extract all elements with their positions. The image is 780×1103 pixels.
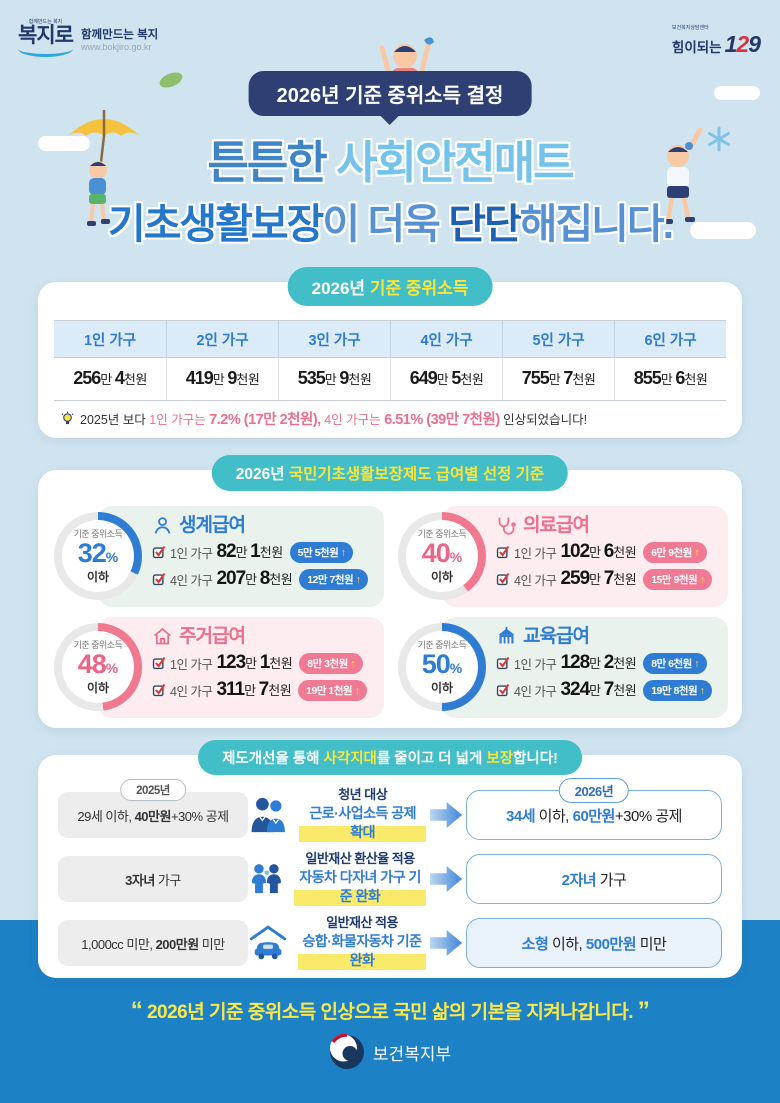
- before-box: 1,000cc 미만, 200만원 미만: [58, 920, 248, 966]
- percent-donut: 기준 중위소득 32% 이하: [54, 512, 142, 600]
- percent-donut: 기준 중위소득 48% 이하: [54, 623, 142, 711]
- improvements-heading: 제도개선을 통해 사각지대를 줄이고 더 넓게 보장합니다!: [198, 740, 582, 775]
- people-icon: [251, 797, 285, 833]
- close-quote-icon: ”: [637, 997, 650, 1024]
- call-center-129-logo: 보건복지상담센터 힘이되는 129: [671, 24, 761, 58]
- call-center-small-label: 보건복지상담센터: [671, 25, 709, 31]
- percent-donut: 기준 중위소득 50% 이하: [398, 623, 486, 711]
- table-header-cell: 1인 가구: [54, 321, 166, 357]
- checkbox-icon: [496, 683, 510, 697]
- increase-note: 2025년 보다 1인 가구는 7.2% (17만 2천원), 4인 가구는 6…: [60, 408, 587, 429]
- checkbox-icon: [152, 656, 166, 670]
- checkbox-icon: [152, 683, 166, 697]
- before-box: 3자녀 가구: [58, 856, 248, 902]
- table-value-cell: 755만 7천원: [502, 357, 614, 400]
- table-value-cell: 855만 6천원: [614, 357, 726, 400]
- increase-badge: 19만 1천원 ↑: [298, 679, 368, 701]
- bokjiro-tagline: 함께만드는 복지: [80, 29, 159, 41]
- benefit-card-education: 기준 중위소득 50% 이하 교육급여 1인 가구 128만 2천원 8만 6천: [396, 617, 728, 718]
- improvement-row: 2025년 29세 이하, 40만원+30% 공제 청년 대상 근로·사업소득 …: [58, 778, 722, 842]
- lightbulb-icon: [61, 411, 74, 425]
- open-quote-icon: “: [130, 997, 143, 1024]
- benefit-card-medical: 기준 중위소득 40% 이하 의료급여 1인 가구 102만 6천원 6만 9천: [396, 506, 728, 607]
- checkbox-icon: [496, 572, 510, 586]
- main-title-line2: 기초생활보장이 더욱 단단해집니다.: [107, 201, 674, 247]
- leaf-icon: [159, 72, 183, 88]
- right-arrow-icon: [430, 930, 462, 956]
- table-value-cell: 649만 5천원: [390, 357, 502, 400]
- jumping-character-illustration: [663, 127, 703, 224]
- ministry-logo: 보건복지부: [0, 1034, 780, 1070]
- table-value-cell: 256만 4천원: [54, 357, 166, 400]
- after-year-tab: 2026년: [558, 778, 630, 803]
- sparkle-icon: [708, 126, 730, 152]
- table-header-cell: 3인 가구: [278, 321, 390, 357]
- median-income-table: 1인 가구 2인 가구 3인 가구 4인 가구 5인 가구 6인 가구 256만…: [54, 320, 726, 401]
- after-box: 2자녀 가구: [466, 854, 722, 904]
- cloud-shape: [38, 136, 90, 151]
- cloud-shape: [714, 86, 760, 100]
- table-value-cell: 535만 9천원: [278, 357, 390, 400]
- table-header-cell: 2인 가구: [166, 321, 278, 357]
- increase-badge: 8만 3천원 ↑: [299, 652, 363, 674]
- footer-quote: “ 2026년 기준 중위소득 인상으로 국민 삶의 기본을 지켜나갑니다. ”: [130, 997, 650, 1024]
- median-income-heading: 2026년 기준 중위소득: [287, 267, 493, 306]
- right-arrow-icon: [430, 802, 462, 828]
- benefit-card-livelihood: 기준 중위소득 32% 이하 생계급여 1인 가구 82만 1천원 5만 5천원: [52, 506, 384, 607]
- checkbox-icon: [496, 545, 510, 559]
- cloud-shape: [690, 222, 756, 239]
- increase-badge: 8만 6천원 ↑: [643, 652, 707, 674]
- checkbox-icon: [496, 656, 510, 670]
- benefit-card-housing: 기준 중위소득 48% 이하 주거급여 1인 가구 123만 1천원 8만 3천: [52, 617, 384, 718]
- bokjiro-url: www.bokjiro.go.kr: [80, 42, 152, 52]
- checkbox-icon: [152, 545, 166, 559]
- improvements-panel: 제도개선을 통해 사각지대를 줄이고 더 넓게 보장합니다! 2025년 29세…: [38, 740, 742, 978]
- increase-badge: 15만 9천원 ↑: [643, 568, 713, 590]
- children-icon: [251, 864, 281, 894]
- smile-arc-icon: [18, 47, 73, 57]
- car-icon: [249, 925, 287, 960]
- table-header-cell: 5인 가구: [502, 321, 614, 357]
- table-header-cell: 4인 가구: [390, 321, 502, 357]
- stethoscope-icon: [498, 517, 516, 535]
- before-year-tab: 2025년: [120, 779, 186, 801]
- umbrella-character-illustration: [68, 110, 140, 226]
- school-icon: [498, 626, 515, 644]
- call-center-number: 129: [724, 31, 761, 57]
- bokjiro-logo: 함께만드는 복지 복지로 함께만드는 복지 www.bokjiro.go.kr: [18, 18, 158, 57]
- main-title-line1: 튼튼한 사회안전매트: [207, 137, 574, 188]
- median-income-panel: 2026년 기준 중위소득 1인 가구 2인 가구 3인 가구 4인 가구 5인…: [38, 267, 742, 438]
- right-arrow-icon: [430, 866, 462, 892]
- banner-pill: 2026년 기준 중위소득 결정: [248, 71, 532, 116]
- increase-badge: 6만 9천원 ↑: [643, 541, 707, 563]
- bokjiro-slogan-small: 함께만드는 복지: [28, 19, 63, 25]
- house-icon: [154, 627, 171, 645]
- after-box: 소형 이하, 500만원 미만: [466, 918, 722, 968]
- call-center-label: 힘이되는: [671, 40, 722, 55]
- increase-badge: 19만 8천원 ↑: [643, 679, 713, 701]
- increase-badge: 5만 5천원 ↑: [289, 541, 354, 563]
- increase-badge: 12만 7천원 ↑: [299, 568, 369, 590]
- table-header-cell: 6인 가구: [614, 321, 726, 357]
- after-box: 2026년 34세 이하, 60만원+30% 공제: [466, 778, 722, 840]
- bokjiro-wordmark: 복지로: [18, 24, 74, 47]
- table-value-cell: 419만 9천원: [166, 357, 278, 400]
- improvement-row: 3자녀 가구 일반재산 환산율 적용 자동차 다자녀 가구 기준 완화 2자: [58, 851, 722, 906]
- percent-donut: 기준 중위소득 40% 이하: [398, 512, 486, 600]
- improvement-row: 1,000cc 미만, 200만원 미만 일반재산 적용 승합·화물자동차 기준…: [58, 915, 722, 970]
- before-box: 2025년 29세 이하, 40만원+30% 공제: [58, 779, 248, 838]
- checkbox-icon: [152, 572, 166, 586]
- benefits-heading: 2026년 국민기초생활보장제도 급여별 선정 기준: [211, 455, 569, 491]
- person-icon: [154, 517, 171, 534]
- ministry-emblem-icon: [329, 1034, 364, 1069]
- benefits-panel: 2026년 국민기초생활보장제도 급여별 선정 기준 기준 중위소득 32% 이…: [38, 455, 742, 728]
